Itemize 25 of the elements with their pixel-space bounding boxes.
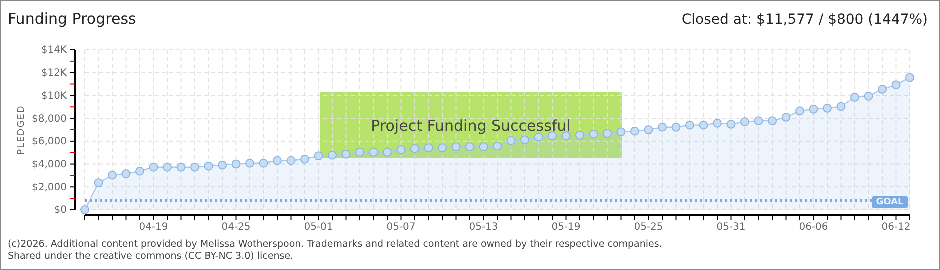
x-tick-label: 05-19 (552, 222, 581, 234)
text: Closed at: $11,577 / $800 (1447%) (682, 12, 928, 28)
x-tick-label: 05-31 (716, 222, 746, 234)
x-tick-label: 05-25 (634, 222, 664, 234)
chart-title: Funding Progress (8, 10, 137, 28)
y-tick-label: $4,000 (32, 159, 67, 170)
y-tick-label: $2,000 (32, 182, 67, 194)
y-tick-label: $0 (54, 205, 67, 216)
y-tick-label: $14K (41, 45, 68, 56)
annotation: Project Funding Successful (371, 117, 571, 135)
x-tick-label: 05-13 (469, 222, 498, 234)
x-tick-label: 06-06 (799, 222, 828, 234)
text: (c)2026. Additional content provided by Melissa Wotherspoon. Trademarks and related content are owned by their respective companies. (8, 239, 662, 250)
y-axis-title: PLEDGED (17, 105, 27, 155)
y-tick-label: $10K (41, 90, 68, 102)
y-tick-label: $8,000 (32, 114, 67, 125)
x-tick-label: 05-07 (386, 222, 416, 234)
x-tick-label: 04-19 (139, 222, 168, 234)
x-tick-label: 05-01 (304, 222, 334, 234)
text: Shared under the creative commons (CC BY-NC 3.0) license. (8, 251, 294, 262)
x-tick-label: 04-25 (222, 222, 251, 234)
y-tick-label: $12K (41, 68, 68, 80)
y-tick-label: $6,000 (32, 136, 67, 148)
x-tick-label: 06-12 (882, 222, 911, 234)
ref-line-label: GOAL (876, 197, 904, 208)
